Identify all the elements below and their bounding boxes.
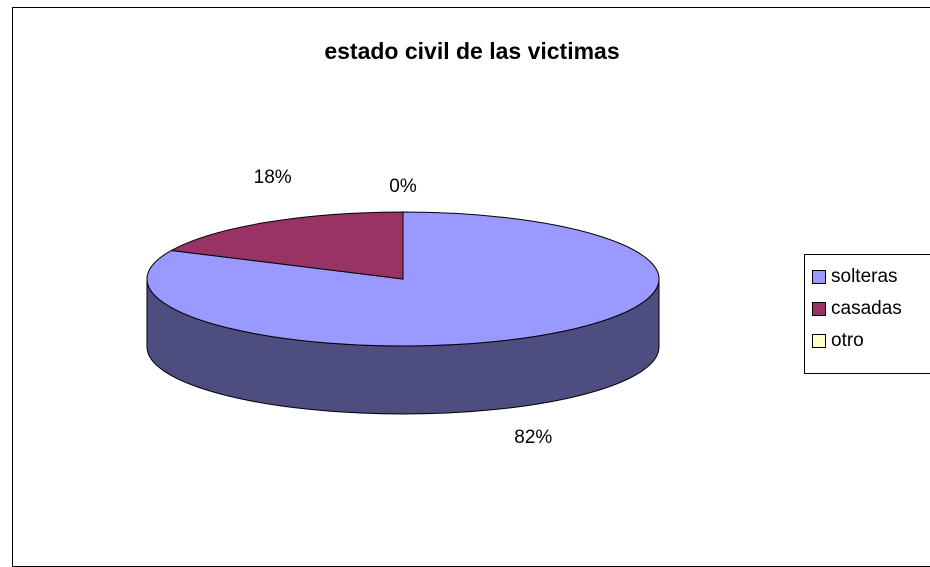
data-label-solteras: 82% bbox=[514, 427, 552, 448]
pie-slice-casadas bbox=[169, 211, 404, 280]
legend-item-otro: otro bbox=[812, 325, 930, 357]
data-label-otro: 0% bbox=[389, 176, 417, 197]
chart-title: estado civil de las victimas bbox=[324, 38, 619, 64]
legend-swatch-casadas bbox=[812, 302, 826, 316]
data-label-casadas: 18% bbox=[254, 167, 292, 188]
legend-item-solteras: solteras bbox=[812, 261, 930, 293]
legend-swatch-otro bbox=[812, 334, 826, 348]
chart-legend: solteras casadas otro bbox=[804, 254, 930, 374]
legend-item-casadas: casadas bbox=[812, 293, 930, 325]
legend-swatch-solteras bbox=[812, 270, 826, 284]
legend-label-otro: otro bbox=[831, 330, 864, 351]
pie-chart: estado civil de las victimas 82% 18% 0% bbox=[146, 38, 660, 448]
legend-label-solteras: solteras bbox=[831, 266, 898, 287]
legend-label-casadas: casadas bbox=[831, 298, 902, 319]
